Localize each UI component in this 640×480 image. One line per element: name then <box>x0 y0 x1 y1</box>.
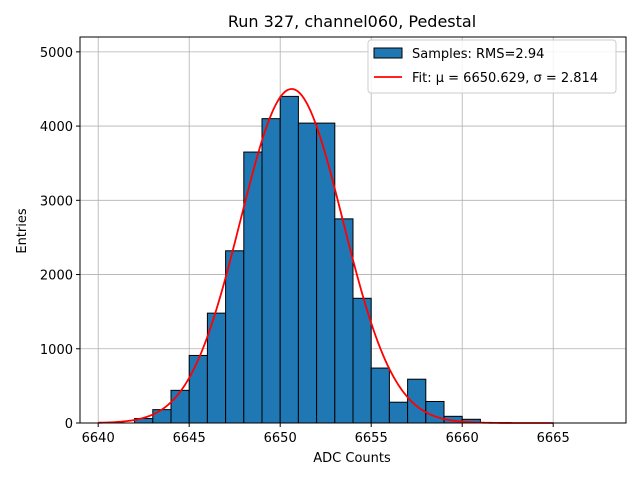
histogram-bar <box>225 250 245 424</box>
legend-box <box>367 39 617 94</box>
x-tick-label: 6655 <box>355 431 388 446</box>
legend-swatch-samples <box>373 47 403 59</box>
x-tick-label: 6645 <box>173 431 206 446</box>
y-tick-label: 5000 <box>40 46 73 61</box>
x-tick-label: 6640 <box>82 431 115 446</box>
histogram-bar <box>316 122 336 424</box>
plot-area-frame <box>79 36 627 424</box>
histogram-bar <box>170 389 190 424</box>
histogram-bar <box>243 151 263 424</box>
x-tick-label: 6665 <box>537 431 570 446</box>
chart-title: Run 327, channel060, Pedestal <box>228 12 476 31</box>
histogram-bar <box>370 367 390 424</box>
x-tick-label: 6650 <box>264 431 297 446</box>
y-axis-label: Entries <box>15 208 30 254</box>
histogram-bar <box>152 409 172 424</box>
x-tick-label: 6660 <box>446 431 479 446</box>
y-tick-label: 0 <box>65 417 73 432</box>
y-tick-label: 1000 <box>40 343 73 358</box>
histogram-bar <box>388 401 409 424</box>
y-tick-label: 2000 <box>40 269 73 284</box>
y-tick-label: 4000 <box>40 120 73 135</box>
histogram-bars <box>134 95 481 424</box>
legend: Samples: RMS=2.94 Fit: μ = 6650.629, σ =… <box>367 39 617 94</box>
x-axis-label: ADC Counts <box>313 451 391 466</box>
histogram-bar <box>425 400 445 424</box>
axis-ticks: 6640 6645 6650 6655 6660 6665 0 1000 2000 3000 400… <box>40 46 570 446</box>
legend-label-samples: Samples: RMS=2.94 <box>412 47 544 62</box>
histogram-bar <box>188 354 208 424</box>
legend-label-fit: Fit: μ = 6650.629, σ = 2.814 <box>412 71 598 86</box>
histogram-bar <box>261 118 281 424</box>
histogram-bar <box>279 95 299 424</box>
histogram-bar <box>297 122 318 424</box>
y-tick-label: 3000 <box>40 194 73 209</box>
